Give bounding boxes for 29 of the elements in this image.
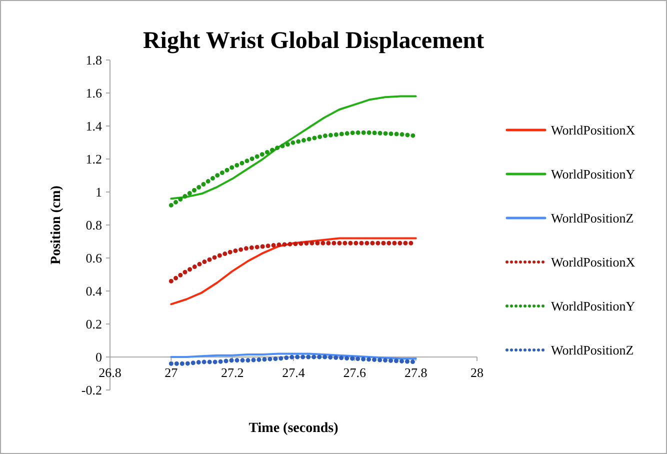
legend-label: WorldPositionX xyxy=(551,254,636,270)
y-tick-label: 1.2 xyxy=(86,152,102,167)
legend-label: WorldPositionZ xyxy=(551,210,634,226)
y-tick-label: 1.8 xyxy=(86,52,102,68)
chart-title: Right Wrist Global Displacement xyxy=(142,28,484,54)
x-tick-label: 27.2 xyxy=(220,365,244,380)
y-tick-label: 0.2 xyxy=(86,316,102,332)
x-axis-title: Time (seconds) xyxy=(248,421,339,436)
y-tick-label: 1.6 xyxy=(86,86,102,101)
x-tick-label: 26.8 xyxy=(98,365,122,380)
y-tick-label: 0.4 xyxy=(86,284,102,299)
line-series xyxy=(170,95,417,200)
x-tick-label: 27.4 xyxy=(282,365,306,380)
y-tick-label: 0.6 xyxy=(86,250,102,266)
y-tick-label: 1.4 xyxy=(86,118,102,134)
legend-label: WorldPositionY xyxy=(551,298,636,314)
y-axis-title: Position (cm) xyxy=(49,185,64,264)
x-tick-label: 27.6 xyxy=(343,365,367,380)
line-series xyxy=(170,237,417,306)
legend-label: WorldPositionX xyxy=(551,122,636,138)
x-tick-label: 28 xyxy=(470,365,484,380)
y-tick-label: -0.2 xyxy=(81,382,102,398)
legend-label: WorldPositionY xyxy=(551,166,636,182)
legend-label: WorldPositionZ xyxy=(551,342,634,358)
y-tick-label: 1 xyxy=(96,184,102,200)
y-tick-label: 0.8 xyxy=(86,218,102,233)
x-tick-label: 27.8 xyxy=(404,365,428,380)
y-tick-label: 0 xyxy=(96,350,102,365)
x-tick-label: 27 xyxy=(164,365,178,380)
